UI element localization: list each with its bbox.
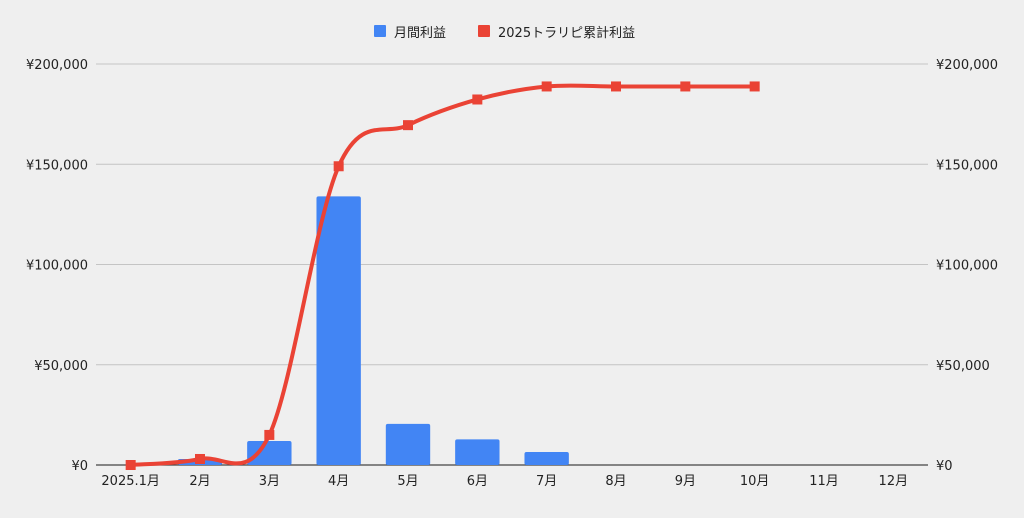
y-left-tick-label: ¥150,000 [26, 158, 88, 173]
x-tick-label: 8月 [605, 474, 626, 489]
y-right-tick-label: ¥150,000 [936, 158, 998, 173]
line-point [125, 460, 136, 470]
x-tick-label: 5月 [397, 474, 418, 489]
x-tick-label: 12月 [879, 474, 909, 489]
y-axis-left: ¥0 ¥50,000 ¥100,000 ¥150,000 ¥200,000 [26, 58, 88, 474]
x-tick-label: 7月 [536, 474, 557, 489]
bar [455, 439, 500, 465]
line-series [125, 81, 760, 470]
legend-label-bar: 月間利益 [394, 26, 446, 41]
bar-series [177, 196, 569, 465]
y-right-tick-label: ¥200,000 [936, 58, 998, 73]
bar [524, 451, 569, 465]
series-line [128, 83, 757, 467]
line-point [541, 81, 552, 92]
y-axis-right: ¥0 ¥50,000 ¥100,000 ¥150,000 ¥200,000 [936, 58, 998, 474]
legend-swatch-bar [374, 25, 386, 37]
x-tick-label: 6月 [467, 474, 488, 489]
line-point [472, 94, 483, 105]
x-axis: 2025.1月 2月 3月 4月 5月 6月 7月 8月 9月 10月 11月 12月 [101, 474, 908, 489]
x-tick-label: 10月 [740, 474, 770, 489]
x-tick-label: 3月 [259, 474, 280, 489]
line-point [680, 81, 691, 92]
line-point [403, 120, 413, 131]
line-point [264, 429, 275, 440]
bar [385, 423, 431, 465]
y-left-tick-label: ¥200,000 [26, 58, 88, 73]
y-right-tick-label: ¥50,000 [936, 359, 990, 374]
gridlines [96, 63, 928, 466]
line-point [333, 161, 344, 172]
bar [316, 196, 361, 465]
y-left-tick-label: ¥100,000 [26, 259, 88, 274]
y-left-tick-label: ¥0 [71, 459, 88, 474]
y-left-tick-label: ¥50,000 [34, 359, 88, 374]
legend-swatch-line [478, 25, 490, 37]
y-right-tick-label: ¥0 [936, 459, 953, 474]
x-tick-label: 2025.1月 [101, 474, 160, 489]
x-tick-label: 4月 [328, 474, 349, 489]
legend-label-line: 2025トラリピ累計利益 [498, 25, 635, 41]
line-point [195, 453, 205, 464]
line-point [749, 81, 760, 92]
legend: 月間利益 2025トラリピ累計利益 [374, 25, 635, 41]
line-point [611, 81, 621, 92]
x-tick-label: 9月 [675, 474, 696, 489]
x-tick-label: 2月 [189, 474, 210, 489]
bar [247, 440, 292, 465]
y-right-tick-label: ¥100,000 [936, 259, 998, 274]
x-tick-label: 11月 [809, 474, 839, 489]
